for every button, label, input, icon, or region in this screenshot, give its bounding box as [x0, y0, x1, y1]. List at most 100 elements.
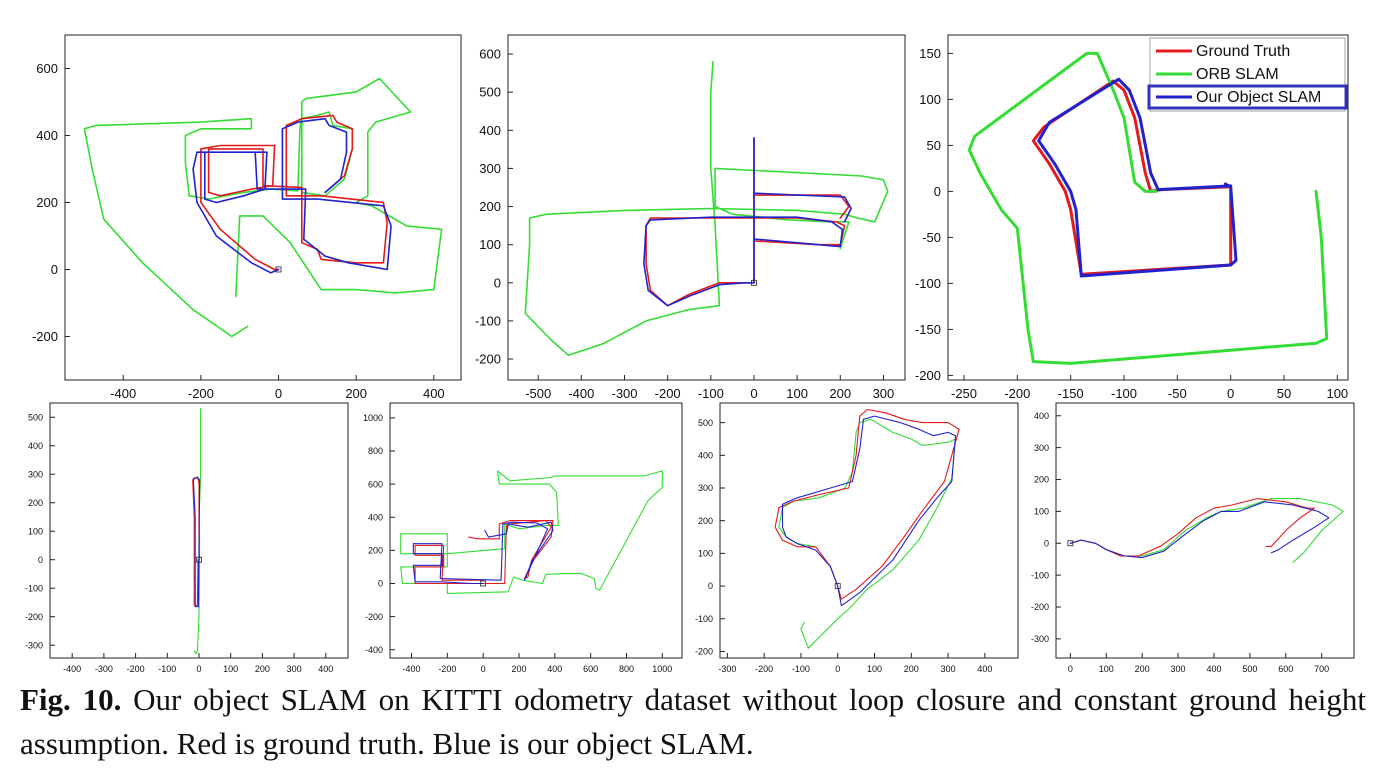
series-line-1 [1031, 79, 1233, 276]
y-tick-label: 500 [698, 418, 713, 428]
legend-label: Ground Truth [1196, 43, 1290, 60]
legend-label: Our Object SLAM [1196, 89, 1321, 106]
y-tick-label: -300 [1031, 634, 1049, 644]
y-tick-label: 100 [1034, 507, 1049, 517]
x-tick-label: 600 [583, 664, 598, 674]
chart-7: 0 100 200 300 400 500 600 700 -300 -200 -100 0 100 20… [1031, 402, 1355, 674]
y-tick-label: -200 [475, 352, 501, 367]
x-tick-label: 200 [345, 386, 367, 401]
y-tick-label: 200 [479, 199, 501, 214]
y-tick-label: -200 [695, 647, 713, 657]
y-tick-label: 100 [28, 526, 43, 536]
y-tick-label: -200 [915, 368, 941, 383]
chart-3: -250 -200 -150 -100 -50 0 50 100 -200 -150 -100 -50… [915, 34, 1349, 401]
x-tick-label: 50 [1277, 386, 1291, 401]
y-tick-label: 100 [698, 549, 713, 559]
series-group [400, 470, 663, 594]
legend-highlight-box [1147, 84, 1348, 110]
x-tick-label: 100 [867, 664, 882, 674]
x-tick-label: 800 [619, 664, 634, 674]
x-tick-label: -400 [568, 386, 594, 401]
series-group [524, 60, 889, 356]
series-line-2 [192, 476, 200, 606]
origin-marker [196, 556, 202, 563]
y-tick-label: 1000 [363, 413, 383, 423]
plot-frame [507, 34, 906, 381]
x-tick-label: 100 [1326, 386, 1348, 401]
x-tick-label: 0 [1227, 386, 1234, 401]
origin-marker [275, 266, 282, 273]
origin-marker [834, 583, 841, 589]
x-tick-label: 400 [423, 386, 445, 401]
y-tick-label: 0 [708, 581, 713, 591]
y-tick-label: -200 [25, 612, 43, 622]
x-tick-label: -500 [525, 386, 551, 401]
x-tick-label: -100 [698, 386, 724, 401]
series-line-2 [414, 520, 554, 585]
y-tick-label: 300 [28, 469, 43, 479]
x-tick-label: -200 [127, 664, 145, 674]
y-tick-label: 400 [368, 512, 383, 522]
chart-2: -500 -400 -300 -200 -100 0 100 200 300 -200 -100 0 1… [475, 34, 906, 401]
plot-frame [719, 402, 1019, 659]
y-tick-label: 200 [698, 516, 713, 526]
series-line-1 [193, 408, 202, 655]
series-line-3 [643, 137, 852, 307]
series-line-1 [524, 60, 889, 356]
y-tick-label: 800 [368, 446, 383, 456]
y-tick-label: -100 [915, 276, 941, 291]
y-tick-label: 50 [927, 138, 941, 153]
y-tick-label: 400 [28, 441, 43, 451]
series-line-1 [778, 418, 957, 649]
x-tick-label: -150 [1058, 386, 1084, 401]
x-tick-label: -400 [63, 664, 81, 674]
y-tick-label: 0 [378, 579, 383, 589]
y-tick-label: 0 [934, 184, 941, 199]
x-tick-label: -200 [438, 664, 456, 674]
y-tick-label: 0 [51, 262, 58, 277]
origin-marker [480, 580, 487, 587]
x-tick-label: 200 [255, 664, 270, 674]
y-tick-label: -100 [695, 614, 713, 624]
y-tick-label: -50 [922, 230, 941, 245]
series-group [1069, 498, 1344, 563]
x-tick-label: 300 [287, 664, 302, 674]
x-tick-label: 400 [547, 664, 562, 674]
x-tick-label: 1000 [652, 664, 672, 674]
origin-marker [751, 279, 757, 286]
y-tick-label: -200 [365, 612, 383, 622]
y-tick-label: 600 [36, 61, 58, 76]
y-tick-label: -200 [32, 329, 58, 344]
y-tick-label: 0 [1044, 538, 1049, 548]
series-line-3 [192, 117, 392, 274]
x-tick-label: 600 [1278, 664, 1293, 674]
x-tick-label: 0 [835, 664, 840, 674]
series-line-3 [781, 415, 957, 607]
x-tick-label: -100 [158, 664, 176, 674]
series-group [774, 408, 960, 649]
y-tick-label: 600 [479, 47, 501, 62]
x-tick-label: -400 [402, 664, 420, 674]
x-tick-label: -300 [95, 664, 113, 674]
x-tick-label: 200 [1135, 664, 1150, 674]
x-tick-label: 100 [786, 386, 808, 401]
series-line-3 [192, 476, 201, 608]
y-tick-label: 0 [38, 555, 43, 565]
y-tick-label: 0 [494, 275, 501, 290]
y-tick-label: 100 [479, 237, 501, 252]
x-tick-label: 500 [1242, 664, 1257, 674]
x-tick-label: -300 [611, 386, 637, 401]
y-tick-label: 300 [698, 483, 713, 493]
y-tick-label: -100 [25, 583, 43, 593]
x-tick-label: 100 [223, 664, 238, 674]
x-tick-label: -50 [1168, 386, 1187, 401]
series-group [83, 77, 443, 338]
y-tick-label: 400 [36, 128, 58, 143]
y-tick-label: -400 [365, 645, 383, 655]
series-line-3 [1037, 77, 1238, 278]
y-tick-label: 400 [1034, 411, 1049, 421]
caption-label: Fig. 10. [20, 682, 122, 717]
x-tick-label: 0 [750, 386, 757, 401]
x-tick-label: -300 [718, 664, 736, 674]
plot-frame [64, 34, 462, 381]
